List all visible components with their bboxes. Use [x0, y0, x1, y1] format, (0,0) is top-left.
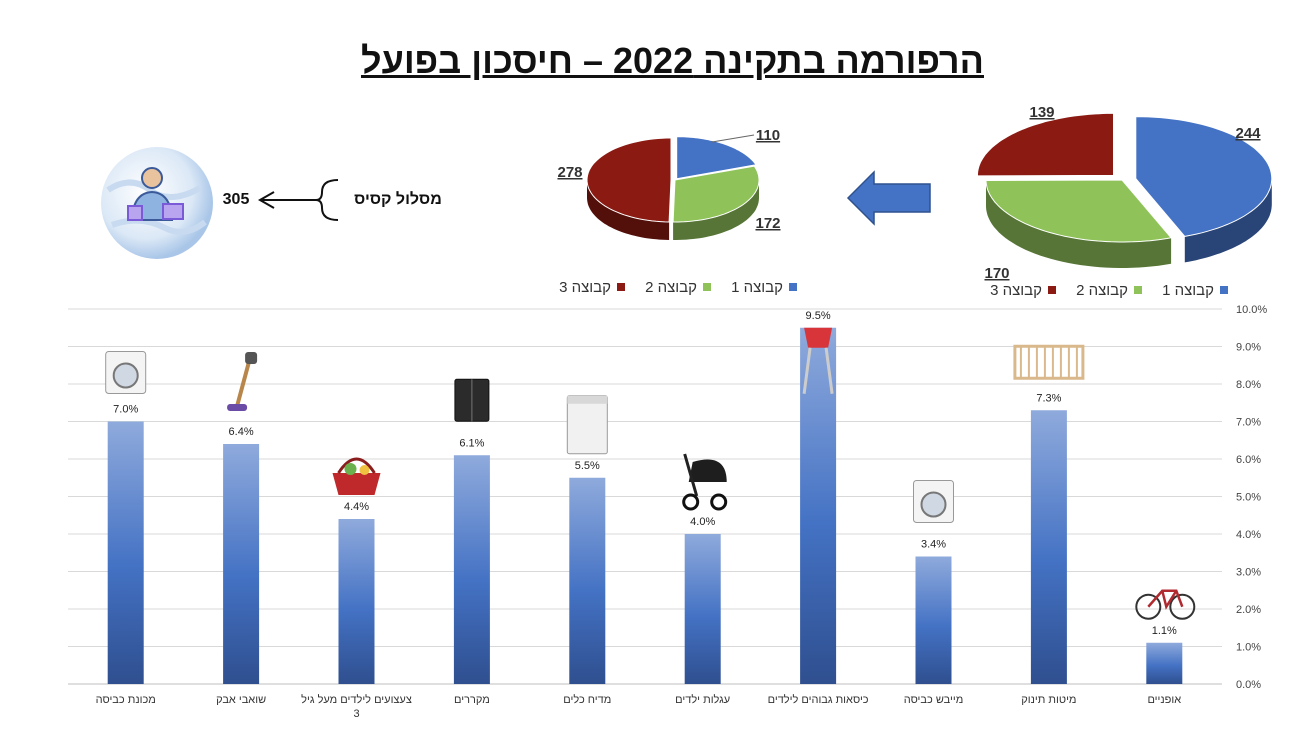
washing-machine-icon: [105, 351, 147, 394]
bar: [223, 444, 260, 684]
y-tick-label: 9.0%: [1236, 342, 1261, 354]
pie-slice: [977, 112, 1114, 177]
bar: [569, 477, 606, 684]
pie-slice-side: [587, 180, 670, 240]
legend-item-label: קבוצה 3: [559, 279, 611, 296]
bar-data-label: 5.5%: [575, 460, 600, 472]
y-tick-label: 4.0%: [1236, 529, 1261, 541]
y-tick-label: 5.0%: [1236, 492, 1261, 504]
bar: [684, 534, 721, 684]
bar-data-label: 4.4%: [344, 501, 369, 513]
x-category-label: 3: [353, 708, 359, 720]
y-tick-label: 0.0%: [1236, 679, 1261, 691]
high-chair-icon: [802, 327, 834, 394]
page-title: הרפורמה בתקינה 2022 – חיסכון בפועל: [360, 40, 984, 81]
pie-data-label: 139: [1029, 104, 1054, 121]
x-category-label: מייבש כביסה: [904, 694, 964, 706]
bar-data-label: 4.0%: [690, 516, 715, 528]
legend-swatch: [1220, 286, 1228, 294]
dryer-icon: [913, 480, 954, 523]
bar: [1146, 642, 1183, 684]
bar-data-label: 9.5%: [806, 310, 831, 322]
crib-icon: [1013, 344, 1085, 380]
route-label: מסלול קסיס: [354, 190, 442, 208]
x-category-label: שואבי אבק: [216, 694, 266, 706]
pie-slice: [676, 136, 757, 180]
pie-charts: 244 170 139 110 172 278: [557, 104, 1273, 282]
x-category-label: מדיח כלים: [563, 693, 611, 706]
x-category-label: עגלות ילדים: [675, 693, 730, 706]
legend-item-label: קבוצה 2: [645, 279, 697, 296]
bar: [453, 455, 490, 684]
pie-data-label: 244: [1235, 125, 1261, 142]
bar: [1030, 410, 1067, 684]
y-tick-label: 2.0%: [1236, 604, 1261, 616]
bar: [915, 556, 952, 684]
y-tick-label: 1.0%: [1236, 642, 1261, 654]
pie-slice: [1135, 116, 1273, 237]
pie-slice-side: [986, 180, 1172, 268]
x-category-label: מקררים: [454, 694, 490, 706]
bicycle-icon: [1135, 589, 1196, 620]
y-tick-label: 7.0%: [1236, 417, 1261, 429]
legend-swatch: [703, 283, 711, 291]
legend-swatch: [1048, 286, 1056, 294]
pie-slice: [586, 137, 672, 223]
legend-item-label: קבוצה 1: [1162, 282, 1214, 299]
y-tick-label: 10.0%: [1236, 304, 1267, 316]
bar-chart: 0.0% 1.0% 2.0% 3.0% 4.0% 5.0% 6.0% 7.0% 8.0% 9.0%…: [68, 304, 1267, 720]
legend-swatch: [617, 283, 625, 291]
x-category-label: מכונת כביסה: [96, 694, 156, 706]
legend-swatch: [789, 283, 797, 291]
pie-slice-side: [673, 180, 759, 240]
x-category-label: כיסאות גבוהים לילדים: [768, 693, 869, 706]
dishwasher-icon: [566, 395, 608, 455]
refrigerator-icon: [454, 378, 490, 422]
x-category-label: מיטות תינוק: [1021, 694, 1076, 706]
pie-data-label: 172: [755, 215, 780, 232]
pie-data-label: 170: [984, 265, 1009, 282]
pie-data-label: 278: [557, 164, 582, 181]
bar: [338, 519, 375, 684]
y-tick-label: 6.0%: [1236, 454, 1261, 466]
route-value: 305: [223, 191, 250, 208]
pie-slice: [985, 179, 1173, 243]
bar: [107, 421, 144, 684]
route-arrow: [257, 179, 339, 221]
bar-data-label: 7.3%: [1036, 392, 1061, 404]
bar-data-label: 7.0%: [113, 404, 138, 416]
legend-swatch: [1134, 286, 1142, 294]
y-tick-label: 8.0%: [1236, 379, 1261, 391]
pie-leader-line: [711, 134, 755, 143]
left-arrow-icon: [846, 170, 931, 226]
bar-data-label: 6.4%: [229, 426, 254, 438]
pie-before: 244 170 139: [977, 104, 1273, 282]
x-category-label: צעצועים לילדים מעל גיל: [301, 693, 412, 706]
x-category-label: אופניים: [1147, 694, 1181, 706]
pie-slice: [672, 165, 760, 223]
y-tick-label: 3.0%: [1236, 567, 1261, 579]
legend-item-label: קבוצה 1: [731, 279, 783, 296]
stroller-icon: [682, 453, 728, 511]
bar-data-label: 1.1%: [1152, 625, 1177, 637]
bar-data-label: 3.4%: [921, 539, 946, 551]
bar-data-label: 6.1%: [459, 437, 484, 449]
pie-legends: קבוצה 1 קבוצה 2 קבוצה 3 קבוצה 1 קבוצה 2 קבוצה…: [559, 279, 1228, 299]
globe-person-icon: [101, 147, 213, 259]
pie-data-label: 110: [756, 127, 780, 144]
legend-item-label: קבוצה 2: [1076, 282, 1128, 299]
toy-basket-icon: [332, 457, 381, 495]
legend-item-label: קבוצה 3: [990, 282, 1042, 299]
pie-after: 110 172 278: [557, 127, 781, 240]
pie-slice-side: [1184, 178, 1272, 263]
vacuum-cleaner-icon: [227, 352, 258, 411]
